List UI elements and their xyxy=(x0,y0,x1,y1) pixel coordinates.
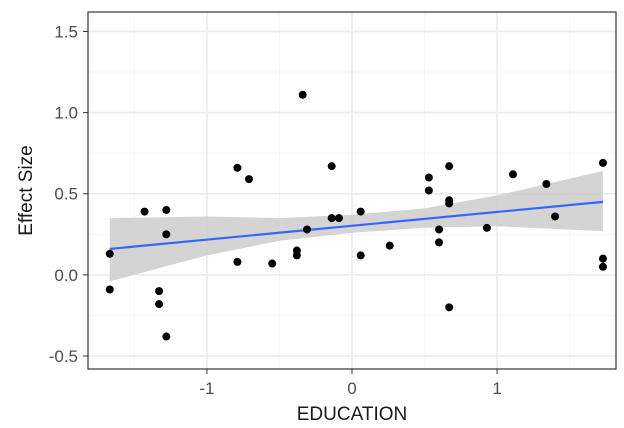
data-point xyxy=(233,163,242,172)
data-point xyxy=(482,223,491,232)
data-point xyxy=(327,162,336,171)
data-points xyxy=(105,90,607,341)
data-point xyxy=(162,205,171,214)
data-point xyxy=(598,262,607,271)
data-point xyxy=(298,90,307,99)
data-point xyxy=(445,199,454,208)
data-point xyxy=(162,332,171,341)
trend-line xyxy=(109,200,604,251)
data-point xyxy=(551,212,560,221)
x-tick-label: 0 xyxy=(347,379,356,398)
data-point xyxy=(105,285,114,294)
y-tick-label: 0.5 xyxy=(54,185,78,204)
data-point xyxy=(292,251,301,260)
data-point xyxy=(334,214,343,223)
data-point xyxy=(445,162,454,171)
y-tick-label: 1.5 xyxy=(54,22,78,41)
data-point xyxy=(356,251,365,260)
data-point xyxy=(245,175,254,184)
data-point xyxy=(140,207,149,216)
data-point xyxy=(542,180,551,189)
data-point xyxy=(356,207,365,216)
data-point xyxy=(155,300,164,309)
data-point xyxy=(327,214,336,223)
data-point xyxy=(424,173,433,182)
data-point xyxy=(162,230,171,239)
y-axis-ticks: -0.5 0.0 0.5 1.0 1.5 xyxy=(49,22,88,366)
data-point xyxy=(233,257,242,266)
y-axis-title: Effect Size xyxy=(16,145,37,235)
y-tick-label: -0.5 xyxy=(49,347,78,366)
data-point xyxy=(598,158,607,167)
data-point xyxy=(385,241,394,250)
x-tick-label: 1 xyxy=(492,379,501,398)
data-point xyxy=(303,225,312,234)
data-point xyxy=(598,254,607,263)
data-point xyxy=(509,170,518,179)
data-point xyxy=(435,238,444,247)
x-tick-label: -1 xyxy=(199,379,214,398)
data-point xyxy=(105,249,114,258)
trend-line-layer xyxy=(109,200,604,251)
data-point xyxy=(155,287,164,296)
data-point xyxy=(268,259,277,268)
y-tick-label: 0.0 xyxy=(54,266,78,285)
x-axis-ticks: -1 0 1 xyxy=(199,369,502,398)
major-grid xyxy=(88,12,616,369)
y-tick-label: 1.0 xyxy=(54,104,78,123)
x-axis-title: EDUCATION xyxy=(297,404,407,425)
data-point xyxy=(435,225,444,234)
data-point xyxy=(445,303,454,312)
data-point xyxy=(424,186,433,195)
